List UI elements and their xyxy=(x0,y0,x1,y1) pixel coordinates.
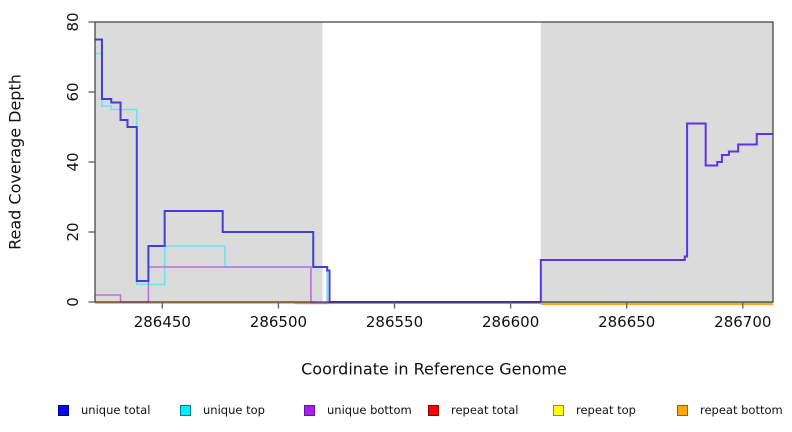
legend-item: unique total xyxy=(58,401,150,419)
shaded-regions xyxy=(95,22,773,302)
legend-label: unique total xyxy=(81,403,151,417)
x-tick-label: 286450 xyxy=(133,313,191,331)
legend-swatch-icon xyxy=(553,404,564,416)
x-axis-label: Coordinate in Reference Genome xyxy=(301,359,567,379)
y-tick-label: 20 xyxy=(64,222,82,242)
unique-total-plus-bottom-line-right xyxy=(539,122,773,302)
coverage-lines xyxy=(95,38,773,305)
shaded-region xyxy=(95,22,323,302)
y-tick-label: 0 xyxy=(64,297,82,307)
y-axis-label: Read Coverage Depth xyxy=(5,74,25,250)
unique-total-line-left xyxy=(95,38,541,303)
x-tick-label: 286700 xyxy=(714,313,772,331)
legend-label: repeat bottom xyxy=(700,403,783,417)
legend-item: unique top xyxy=(180,401,265,419)
shaded-region xyxy=(540,22,773,302)
legend-swatch-icon xyxy=(428,404,439,416)
x-tick-label: 286500 xyxy=(249,313,308,331)
legend-label: unique top xyxy=(203,403,265,417)
legend-item: repeat bottom xyxy=(677,401,783,419)
legend: unique total unique top unique bottom repea… xyxy=(0,399,792,419)
x-tick-label: 286600 xyxy=(481,313,540,331)
x-tick-label: 286550 xyxy=(365,313,424,331)
x-tick-label: 286650 xyxy=(598,313,656,331)
y-tick-label: 80 xyxy=(64,12,82,32)
legend-label: unique bottom xyxy=(327,403,412,417)
legend-swatch-icon xyxy=(180,404,191,416)
legend-swatch-icon xyxy=(304,404,315,416)
legend-swatch-icon xyxy=(677,404,688,416)
legend-label: repeat top xyxy=(576,403,636,417)
y-tick-label: 60 xyxy=(64,82,82,102)
unique-bottom-line xyxy=(95,266,316,303)
legend-item: repeat top xyxy=(553,401,636,419)
legend-label: repeat total xyxy=(451,403,519,417)
legend-item: unique bottom xyxy=(304,401,412,419)
axes-frame xyxy=(88,21,774,309)
y-tick-label: 40 xyxy=(64,152,82,172)
legend-swatch-icon xyxy=(58,404,69,416)
legend-item: repeat total xyxy=(428,401,518,419)
